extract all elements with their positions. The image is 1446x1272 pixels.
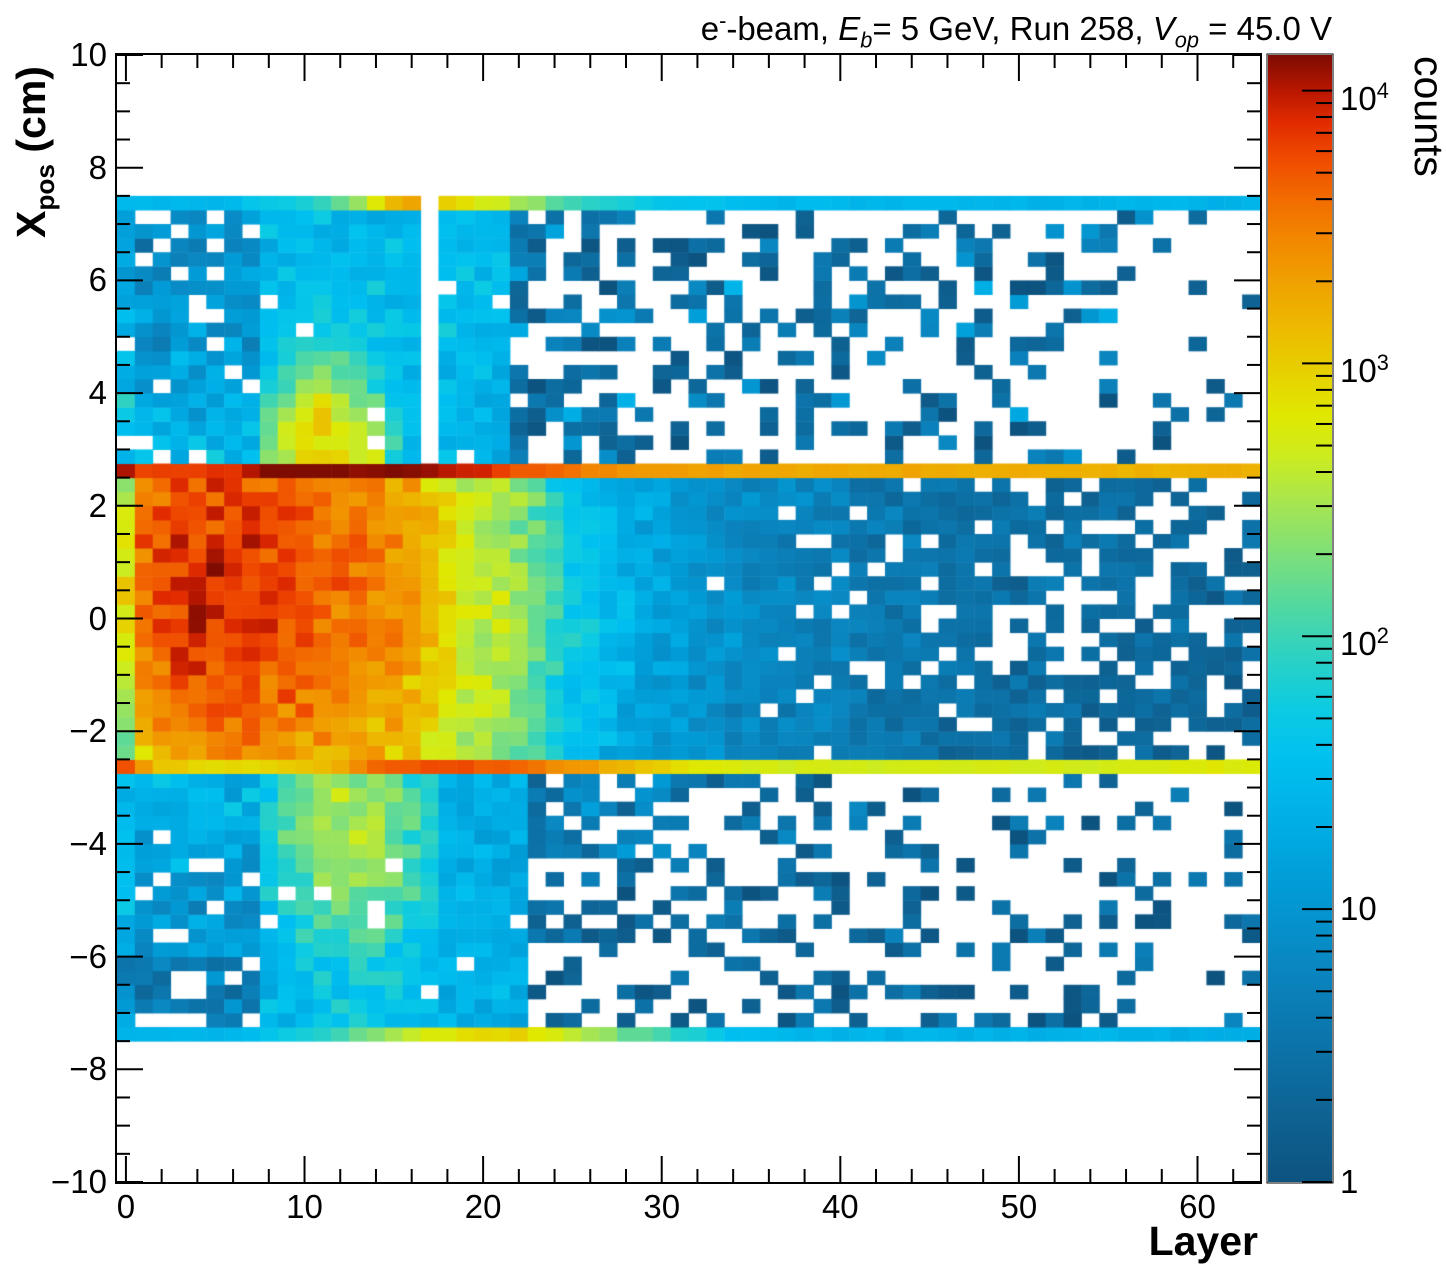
y-axis-tick-label: 0 (88, 599, 107, 637)
plot-title: e--beam, Eb= 5 GeV, Run 258, Vop = 45.0 … (701, 4, 1332, 58)
plot-title-segment: E (838, 10, 861, 47)
colorbar-title: counts (1406, 56, 1446, 177)
y-axis-tick-label: −4 (69, 824, 107, 862)
plot-title-segment: op (1174, 27, 1199, 53)
y-axis-tick-label: 4 (88, 374, 107, 412)
y-axis-tick-label: 10 (70, 36, 107, 73)
plot-title-segment: = 5 GeV, Run 258, (872, 10, 1153, 47)
plot-title-segment: b (860, 27, 873, 53)
y-axis-tick-label: −6 (69, 937, 107, 975)
colorbar-tick-label: 104 (1340, 77, 1389, 117)
x-axis-tick-label: 30 (643, 1188, 681, 1225)
heatmap-canvas (117, 55, 1260, 1182)
x-axis-tick-label: 20 (464, 1188, 502, 1225)
colorbar-tick-label: 103 (1340, 350, 1389, 390)
y-axis-tick-label: 8 (88, 148, 107, 186)
colorbar-tick-label: 102 (1340, 623, 1389, 663)
colorbar-tick-label: 10 (1340, 890, 1377, 928)
y-axis-tick-label: 6 (88, 261, 107, 299)
colorbar-tick-label: 1 (1340, 1163, 1359, 1200)
y-axis-tick-label: −8 (69, 1050, 107, 1088)
y-axis-tick-label: 2 (88, 486, 107, 524)
colorbar-gradient (1268, 55, 1332, 1182)
plot-title-segment: -beam, (726, 10, 839, 47)
plot-title-segment: e (700, 10, 720, 47)
y-axis-tick-label: −10 (51, 1163, 107, 1200)
x-axis-tick-label: 60 (1179, 1188, 1216, 1225)
x-axis-tick-label: 10 (286, 1188, 323, 1225)
x-axis-tick-label: 50 (1000, 1188, 1038, 1225)
y-axis-tick-label: −2 (69, 712, 107, 750)
x-axis-title: Layer (1148, 1218, 1258, 1264)
plot-title-segment: - (719, 8, 727, 33)
x-axis-tick-label: 40 (821, 1188, 859, 1225)
x-axis-tick-label: 0 (116, 1188, 136, 1225)
plot-title-segment: = 45.0 V (1198, 10, 1332, 47)
plot-title-segment: V (1152, 10, 1175, 47)
